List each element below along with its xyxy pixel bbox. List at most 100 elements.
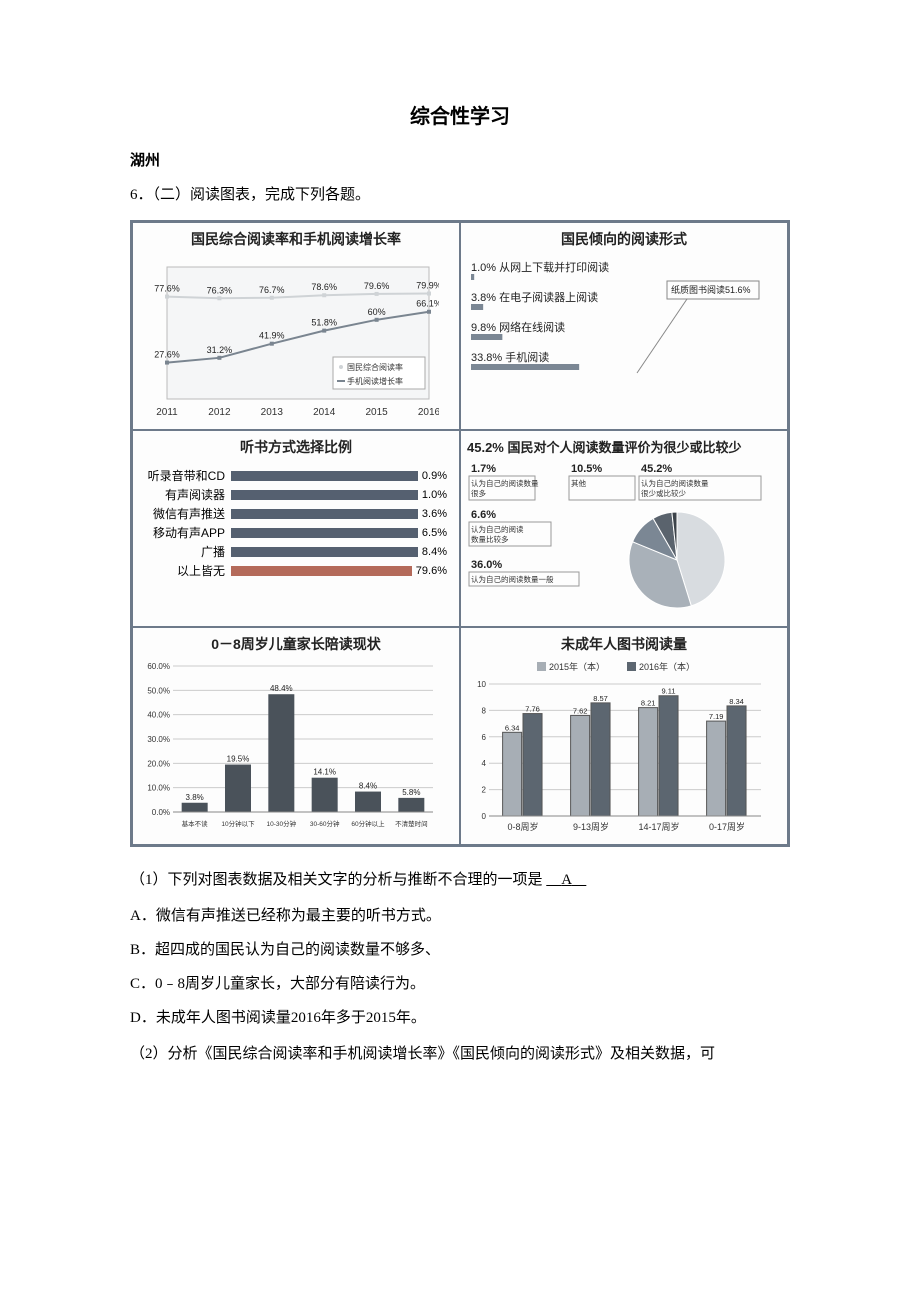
svg-text:51.8%: 51.8%	[311, 318, 337, 328]
hbar-label: 广播	[145, 543, 231, 560]
q2-stem: （2）分析《国民综合阅读率和手机阅读增长率》《国民倾向的阅读形式》及相关数据，可	[130, 1039, 790, 1069]
svg-text:很少或比较少: 很少或比较少	[641, 488, 686, 498]
svg-text:60%: 60%	[368, 307, 386, 317]
q1-answer: A	[546, 872, 586, 888]
svg-text:7.62: 7.62	[573, 706, 588, 715]
svg-text:2015年（本）: 2015年（本）	[549, 661, 605, 672]
option-d: D．未成年人图书阅读量2016年多于2015年。	[130, 1003, 790, 1033]
svg-text:8.4%: 8.4%	[359, 782, 377, 791]
svg-text:国民综合阅读率: 国民综合阅读率	[347, 362, 403, 372]
svg-text:2: 2	[482, 786, 487, 795]
svg-text:9.11: 9.11	[661, 687, 675, 696]
svg-text:76.7%: 76.7%	[259, 285, 285, 295]
hbar-bar	[231, 471, 418, 481]
svg-text:30-60分钟: 30-60分钟	[310, 819, 340, 828]
panel-parent-read: 0－8周岁儿童家长陪读现状 0.0%10.0%20.0%30.0%40.0%50…	[132, 627, 460, 845]
hbar-value: 79.6%	[416, 565, 447, 577]
svg-text:60分钟以上: 60分钟以上	[351, 819, 385, 828]
svg-text:31.2%: 31.2%	[207, 345, 233, 355]
svg-text:10: 10	[477, 680, 486, 689]
svg-text:14.1%: 14.1%	[313, 768, 336, 777]
hbar-row: 有声阅读器1.0%	[145, 486, 447, 503]
panel-title: 0－8周岁儿童家长陪读现状	[139, 634, 453, 654]
bar-chart: 0.0%10.0%20.0%30.0%40.0%50.0%60.0%3.8%基本…	[139, 658, 439, 838]
svg-text:5.8%: 5.8%	[402, 788, 420, 797]
svg-text:7.76: 7.76	[525, 705, 540, 714]
svg-text:认为自己的阅读数量: 认为自己的阅读数量	[641, 478, 709, 488]
svg-text:78.6%: 78.6%	[311, 282, 337, 292]
panel-reading-rate: 国民综合阅读率和手机阅读增长率 77.6%76.3%76.7%78.6%79.6…	[132, 222, 460, 430]
svg-text:0: 0	[482, 812, 487, 821]
panel-title: 国民综合阅读率和手机阅读增长率	[139, 229, 453, 249]
svg-text:6.6%: 6.6%	[471, 509, 496, 521]
svg-text:2015: 2015	[365, 407, 388, 418]
svg-text:40.0%: 40.0%	[147, 711, 170, 720]
hbar-value: 1.0%	[422, 489, 447, 501]
line-chart: 77.6%76.3%76.7%78.6%79.6%79.9%27.6%31.2%…	[139, 253, 439, 423]
svg-text:10.5%: 10.5%	[571, 463, 602, 475]
svg-text:8.34: 8.34	[729, 697, 744, 706]
svg-text:20.0%: 20.0%	[147, 759, 170, 768]
svg-text:手机阅读增长率: 手机阅读增长率	[347, 376, 403, 386]
svg-text:很多: 很多	[471, 488, 486, 498]
panel-reading-form: 国民倾向的阅读形式 1.0% 从网上下载并打印阅读3.8% 在电子阅读器上阅读9…	[460, 222, 788, 430]
svg-text:79.9%: 79.9%	[416, 281, 439, 291]
svg-text:6.34: 6.34	[505, 723, 520, 732]
svg-text:2016: 2016	[418, 407, 439, 418]
panel-title: 未成年人图书阅读量	[467, 634, 781, 654]
svg-text:7.19: 7.19	[709, 712, 724, 721]
svg-text:33.8% 手机阅读: 33.8% 手机阅读	[471, 350, 549, 364]
panel-title: 听书方式选择比例	[139, 437, 453, 457]
hbar-bar	[231, 547, 418, 557]
hbar-value: 6.5%	[422, 527, 447, 539]
pie-chart: 1.7%认为自己的阅读数量很多10.5%其他45.2%认为自己的阅读数量很少或比…	[467, 460, 767, 620]
hbar-bar	[231, 509, 418, 519]
svg-text:其他: 其他	[571, 478, 586, 488]
hbar-label: 微信有声推送	[145, 505, 231, 522]
q1-stem: （1）下列对图表数据及相关文字的分析与推断不合理的一项是 A	[130, 865, 790, 895]
question-intro: 6．（二）阅读图表，完成下列各题。	[130, 180, 790, 210]
page: 综合性学习 湖州 6．（二）阅读图表，完成下列各题。 国民综合阅读率和手机阅读增…	[0, 0, 920, 1135]
svg-text:0-17周岁: 0-17周岁	[709, 821, 745, 832]
svg-text:36.0%: 36.0%	[471, 559, 502, 571]
svg-text:0-8周岁: 0-8周岁	[507, 821, 538, 832]
svg-text:3.8% 在电子阅读器上阅读: 3.8% 在电子阅读器上阅读	[471, 290, 598, 304]
hbar-row: 以上皆无 79.6%	[145, 562, 447, 579]
svg-text:60.0%: 60.0%	[147, 662, 170, 671]
hbar-value: 3.6%	[422, 508, 447, 520]
svg-text:8.57: 8.57	[593, 694, 608, 703]
svg-text:数量比较多: 数量比较多	[471, 534, 509, 544]
svg-text:10-30分钟: 10-30分钟	[267, 819, 297, 828]
svg-text:10.0%: 10.0%	[147, 784, 170, 793]
svg-text:2011: 2011	[156, 407, 178, 418]
panel-minor-read: 未成年人图书阅读量 2015年（本）2016年（本）02468106.347.7…	[460, 627, 788, 845]
svg-text:27.6%: 27.6%	[154, 350, 180, 360]
hbar-row: 听录音带和CD0.9%	[145, 467, 447, 484]
hbar-row: 移动有声APP 6.5%	[145, 524, 447, 541]
svg-text:1.7%: 1.7%	[471, 463, 496, 475]
svg-text:48.4%: 48.4%	[270, 684, 293, 693]
hbar-label: 听录音带和CD	[145, 467, 231, 484]
svg-text:2012: 2012	[208, 407, 231, 418]
panel-self-eval: 45.2% 国民对个人阅读数量评价为很少或比较少 1.7%认为自己的阅读数量很多…	[460, 430, 788, 627]
svg-text:认为自己的阅读数量: 认为自己的阅读数量	[471, 478, 539, 488]
svg-text:2016年（本）: 2016年（本）	[639, 661, 695, 672]
option-a: A．微信有声推送已经称为最主要的听书方式。	[130, 901, 790, 931]
hbar-row: 广播8.4%	[145, 543, 447, 560]
hbar-label: 以上皆无	[145, 562, 231, 579]
svg-text:认为自己的阅读数量一般: 认为自己的阅读数量一般	[471, 574, 554, 584]
svg-text:77.6%: 77.6%	[154, 284, 180, 294]
hbar-label: 移动有声APP	[145, 524, 231, 541]
svg-text:8: 8	[482, 706, 487, 715]
hbar-row: 微信有声推送 3.6%	[145, 505, 447, 522]
region-label: 湖州	[130, 149, 790, 170]
grouped-bar-chart: 2015年（本）2016年（本）02468106.347.760-8周岁7.62…	[467, 658, 767, 838]
panel-title: 国民倾向的阅读形式	[467, 229, 781, 249]
svg-text:8.21: 8.21	[641, 699, 656, 708]
hbar-bar	[231, 490, 418, 500]
svg-text:66.1%: 66.1%	[416, 299, 439, 309]
svg-text:50.0%: 50.0%	[147, 686, 170, 695]
svg-text:3.8%: 3.8%	[186, 793, 204, 802]
svg-text:纸质图书阅读51.6%: 纸质图书阅读51.6%	[671, 284, 751, 295]
svg-text:6: 6	[482, 733, 487, 742]
